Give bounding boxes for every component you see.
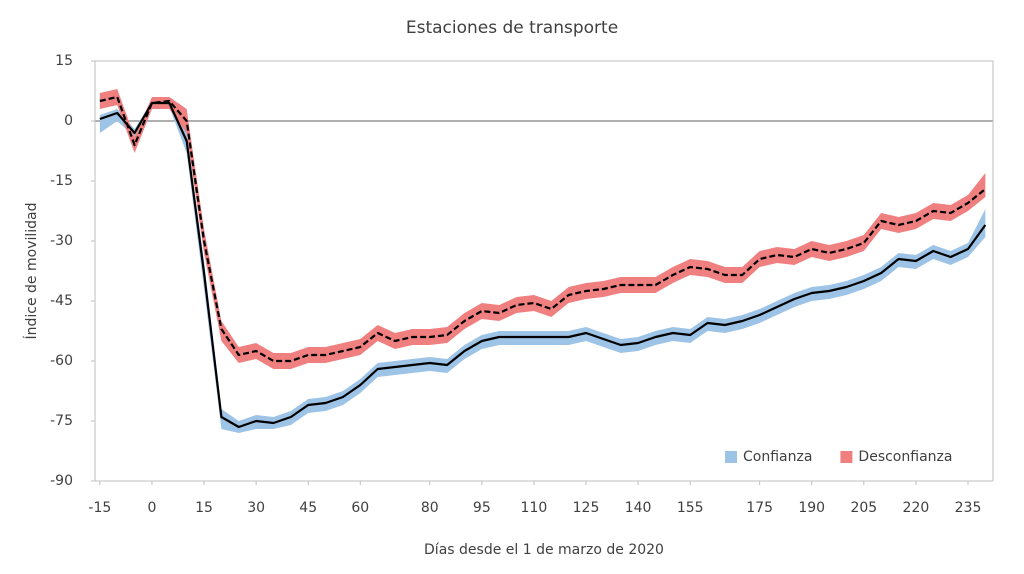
x-tick-label: 110 bbox=[521, 500, 548, 516]
legend-swatch bbox=[840, 451, 853, 463]
x-tick-label: 205 bbox=[850, 500, 877, 516]
x-tick-label: 235 bbox=[955, 500, 982, 516]
y-tick-label: -45 bbox=[50, 293, 73, 309]
x-tick-label: 190 bbox=[798, 500, 825, 516]
x-tick-label: 45 bbox=[299, 500, 317, 516]
x-tick-label: 80 bbox=[421, 500, 439, 516]
y-tick-label: -15 bbox=[50, 173, 73, 189]
x-tick-label: -15 bbox=[88, 500, 111, 516]
y-tick-label: -30 bbox=[50, 233, 73, 249]
x-tick-label: 0 bbox=[147, 500, 156, 516]
x-axis-label: Días desde el 1 de marzo de 2020 bbox=[424, 542, 664, 558]
band bbox=[99, 89, 986, 369]
legend-swatch bbox=[725, 451, 737, 463]
chart-title: Estaciones de transporte bbox=[406, 18, 618, 38]
line bbox=[99, 101, 987, 429]
line bbox=[99, 95, 987, 363]
x-tick-label: 220 bbox=[903, 500, 930, 516]
plot-border bbox=[94, 60, 994, 482]
x-tick-label: 140 bbox=[625, 500, 652, 516]
y-tick-label: -75 bbox=[50, 413, 73, 429]
legend-label: Desconfianza bbox=[858, 449, 952, 465]
x-tick-label: 125 bbox=[573, 500, 600, 516]
y-tick-label: 15 bbox=[55, 53, 73, 69]
x-tick-label: 95 bbox=[473, 500, 491, 516]
x-tick-label: 15 bbox=[195, 500, 213, 516]
y-tick-label: -90 bbox=[50, 473, 73, 489]
x-tick-label: 30 bbox=[247, 500, 265, 516]
y-tick-label: 0 bbox=[64, 113, 73, 129]
legend-label: Confianza bbox=[743, 449, 812, 465]
x-tick-label: 175 bbox=[746, 500, 773, 516]
x-tick-label: 155 bbox=[677, 500, 704, 516]
x-tick-label: 60 bbox=[351, 500, 369, 516]
y-axis-label: Índice de movilidad bbox=[23, 203, 40, 340]
y-tick-label: -60 bbox=[50, 353, 73, 369]
